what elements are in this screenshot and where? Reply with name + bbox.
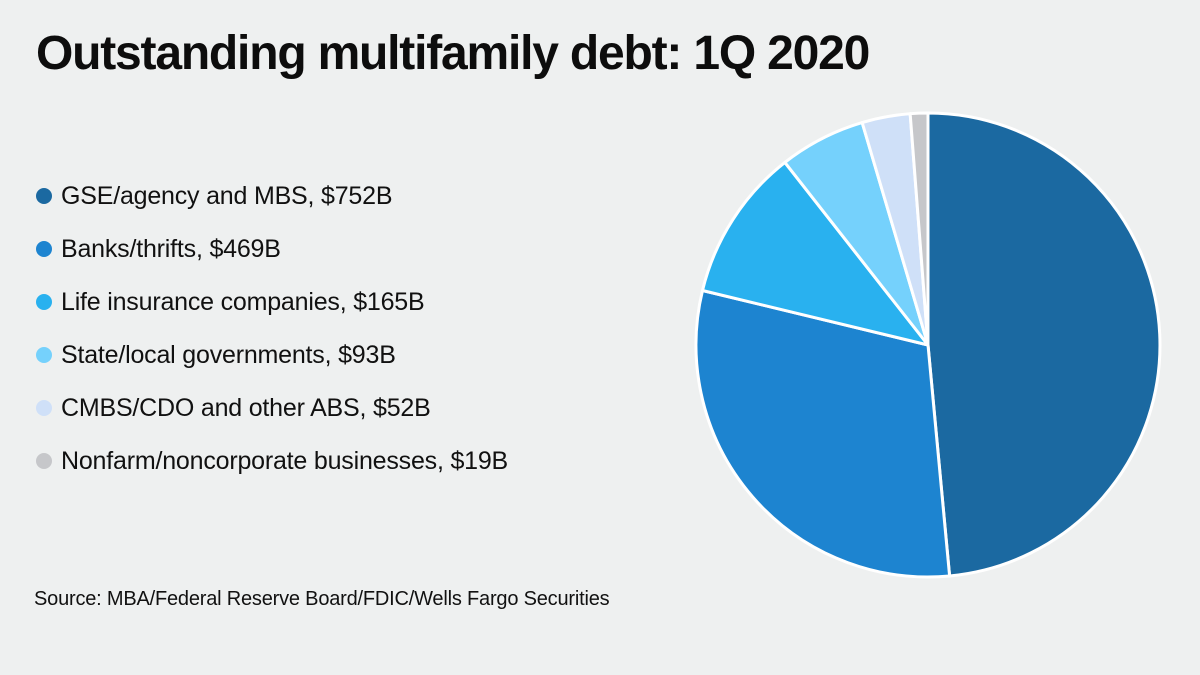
legend-label: GSE/agency and MBS, $752B bbox=[61, 181, 393, 210]
legend-swatch-state-local-governments bbox=[36, 347, 52, 363]
legend-item: State/local governments, $93B bbox=[36, 340, 508, 369]
pie-slice-life-insurance-companies bbox=[700, 160, 930, 347]
legend-label: Life insurance companies, $165B bbox=[61, 287, 425, 316]
legend-item: Banks/thrifts, $469B bbox=[36, 234, 508, 263]
legend-label: State/local governments, $93B bbox=[61, 340, 396, 369]
source-attribution: Source: MBA/Federal Reserve Board/FDIC/W… bbox=[34, 588, 610, 610]
legend-item: GSE/agency and MBS, $752B bbox=[36, 181, 508, 210]
legend-swatch-cmbs-cdo-abs bbox=[36, 400, 52, 416]
legend-item: Life insurance companies, $165B bbox=[36, 287, 508, 316]
legend-swatch-gse-agency-mbs bbox=[36, 188, 52, 204]
legend-swatch-life-insurance bbox=[36, 294, 52, 310]
legend-label: Banks/thrifts, $469B bbox=[61, 234, 281, 263]
legend: GSE/agency and MBS, $752B Banks/thrifts,… bbox=[36, 181, 509, 501]
pie-slice-nonfarm-noncorporate-businesses bbox=[908, 111, 930, 347]
legend-item: CMBS/CDO and other ABS, $52B bbox=[36, 393, 508, 422]
legend-swatch-banks-thrifts bbox=[36, 241, 52, 257]
legend-swatch-nonfarm-noncorporate bbox=[36, 453, 52, 469]
pie-slice-gse-agency-and-mbs bbox=[926, 111, 1162, 578]
legend-item: Nonfarm/noncorporate businesses, $19B bbox=[36, 446, 509, 475]
legend-label: CMBS/CDO and other ABS, $52B bbox=[61, 393, 431, 422]
chart-title: Outstanding multifamily debt: 1Q 2020 bbox=[36, 27, 870, 80]
legend-label: Nonfarm/noncorporate businesses, $19B bbox=[61, 446, 509, 475]
pie-slice-banks-thrifts bbox=[694, 289, 952, 579]
